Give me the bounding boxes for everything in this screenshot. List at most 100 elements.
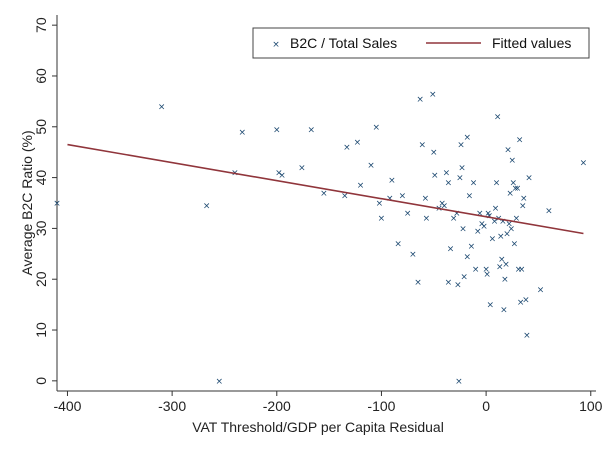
data-point: × [440, 202, 448, 212]
data-point: × [443, 169, 451, 179]
x-tick-label: -400 [53, 398, 81, 414]
data-point: × [158, 102, 166, 112]
data-point: × [520, 194, 528, 204]
data-point: × [429, 90, 437, 100]
data-point: × [498, 255, 506, 265]
data-point: × [476, 209, 484, 219]
data-point: × [275, 169, 283, 179]
data-point: × [513, 214, 521, 224]
data-point: × [463, 133, 471, 143]
data-point: × [502, 260, 510, 270]
data-point: × [423, 214, 431, 224]
data-point: × [508, 156, 516, 166]
data-point: × [354, 138, 362, 148]
data-point: × [409, 250, 417, 260]
data-point: × [501, 275, 509, 285]
y-tick-label: 0 [33, 377, 49, 385]
data-point: × [388, 176, 396, 186]
data-point: × [53, 199, 61, 209]
y-tick-label: 20 [33, 271, 49, 287]
data-point: × [450, 214, 458, 224]
data-point: × [238, 128, 246, 138]
data-point: × [367, 161, 375, 171]
data-point: × [517, 298, 525, 308]
y-tick-label: 70 [33, 17, 49, 33]
x-axis-title: VAT Threshold/GDP per Capita Residual [192, 419, 444, 435]
data-point: × [422, 194, 430, 204]
data-point: × [503, 229, 511, 239]
data-point: × [499, 217, 507, 227]
data-point: × [494, 113, 502, 123]
data-point: × [445, 179, 453, 189]
data-point: × [430, 148, 438, 158]
data-point: × [445, 278, 453, 288]
data-point: × [404, 209, 412, 219]
data-point: × [519, 202, 527, 212]
x-tick-label: 100 [579, 398, 603, 414]
data-point: × [497, 232, 505, 242]
plot-region [57, 15, 596, 391]
x-tick-label: -300 [158, 398, 186, 414]
data-point: × [482, 265, 490, 275]
data-point: × [496, 263, 504, 273]
x-axis-ticks: -400 -300 -200 -100 0 100 [53, 391, 603, 414]
data-point: × [468, 242, 476, 252]
data-point: × [298, 163, 306, 173]
data-point: × [418, 141, 426, 151]
data-point: × [580, 158, 588, 168]
data-point: × [492, 204, 500, 214]
data-point: × [273, 125, 281, 135]
data-point: × [510, 179, 518, 189]
data-point: × [493, 179, 501, 189]
data-point: × [478, 219, 486, 229]
data-point: × [438, 199, 446, 209]
data-point: × [507, 224, 515, 234]
data-point: × [455, 377, 463, 387]
data-point: × [308, 125, 316, 135]
data-point: × [504, 146, 512, 156]
data-point: × [372, 123, 380, 133]
fitted-line [67, 143, 584, 235]
data-point: × [506, 189, 514, 199]
data-point: × [511, 240, 519, 250]
data-point: × [545, 207, 553, 217]
y-tick-label: 10 [33, 322, 49, 338]
y-axis-ticks: 0 10 20 30 40 50 60 70 [33, 17, 57, 385]
legend-label-scatter: B2C / Total Sales [290, 35, 397, 51]
y-tick-label: 40 [33, 170, 49, 186]
data-point: × [320, 189, 328, 199]
x-tick-label: -100 [367, 398, 395, 414]
data-point: × [456, 174, 464, 184]
legend-box [252, 27, 590, 59]
data-point: × [489, 235, 497, 245]
y-tick-label: 60 [33, 68, 49, 84]
y-tick-label: 50 [33, 119, 49, 135]
data-point: × [500, 306, 508, 316]
data-point: × [386, 194, 394, 204]
data-point: × [376, 199, 384, 209]
data-point: × [394, 240, 402, 250]
legend-label-fit: Fitted values [492, 35, 571, 51]
data-point: × [484, 209, 492, 219]
data-point: × [357, 181, 365, 191]
data-point: × [458, 163, 466, 173]
data-point: × [453, 209, 461, 219]
data-point: × [454, 280, 462, 290]
y-tick-label: 30 [33, 220, 49, 236]
x-tick-label: -200 [263, 398, 291, 414]
data-point: × [474, 227, 482, 237]
data-point: × [414, 278, 422, 288]
data-point: × [341, 191, 349, 201]
data-point: × [278, 171, 286, 181]
x-tick-label: 0 [482, 398, 490, 414]
data-point: × [480, 222, 488, 232]
data-point: × [516, 135, 524, 145]
data-point: × [343, 143, 351, 153]
data-point: × [518, 265, 526, 275]
data-point: × [491, 217, 499, 227]
data-point: × [466, 191, 474, 201]
data-point: × [378, 214, 386, 224]
data-point: × [515, 265, 523, 275]
data-point: × [399, 191, 407, 201]
legend-marker-symbol: × [272, 40, 280, 50]
